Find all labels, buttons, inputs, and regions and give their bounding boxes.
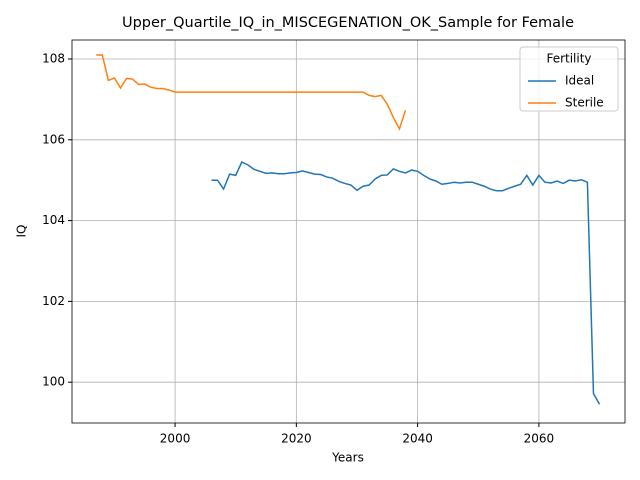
x-tick-label: 2040	[402, 432, 433, 446]
x-tick-label: 2000	[160, 432, 191, 446]
legend-label: Sterile	[565, 96, 604, 110]
y-tick-label: 102	[42, 294, 65, 308]
y-tick-label: 100	[42, 375, 65, 389]
y-axis-label: IQ	[15, 225, 29, 238]
legend-title: Fertility	[546, 52, 591, 66]
chart-title: Upper_Quartile_IQ_in_MISCEGENATION_OK_Sa…	[122, 15, 574, 31]
y-tick-label: 106	[42, 132, 65, 146]
data-line	[211, 161, 601, 405]
x-axis-label: Years	[331, 451, 364, 465]
x-tick-label: 2060	[524, 432, 555, 446]
legend-label: Ideal	[565, 74, 594, 88]
y-tick-label: 104	[42, 213, 65, 227]
x-tick-label: 2020	[281, 432, 312, 446]
y-tick-label: 108	[42, 51, 65, 65]
legend-box	[519, 46, 619, 112]
data-line	[96, 54, 407, 131]
plot-frame	[71, 39, 626, 424]
